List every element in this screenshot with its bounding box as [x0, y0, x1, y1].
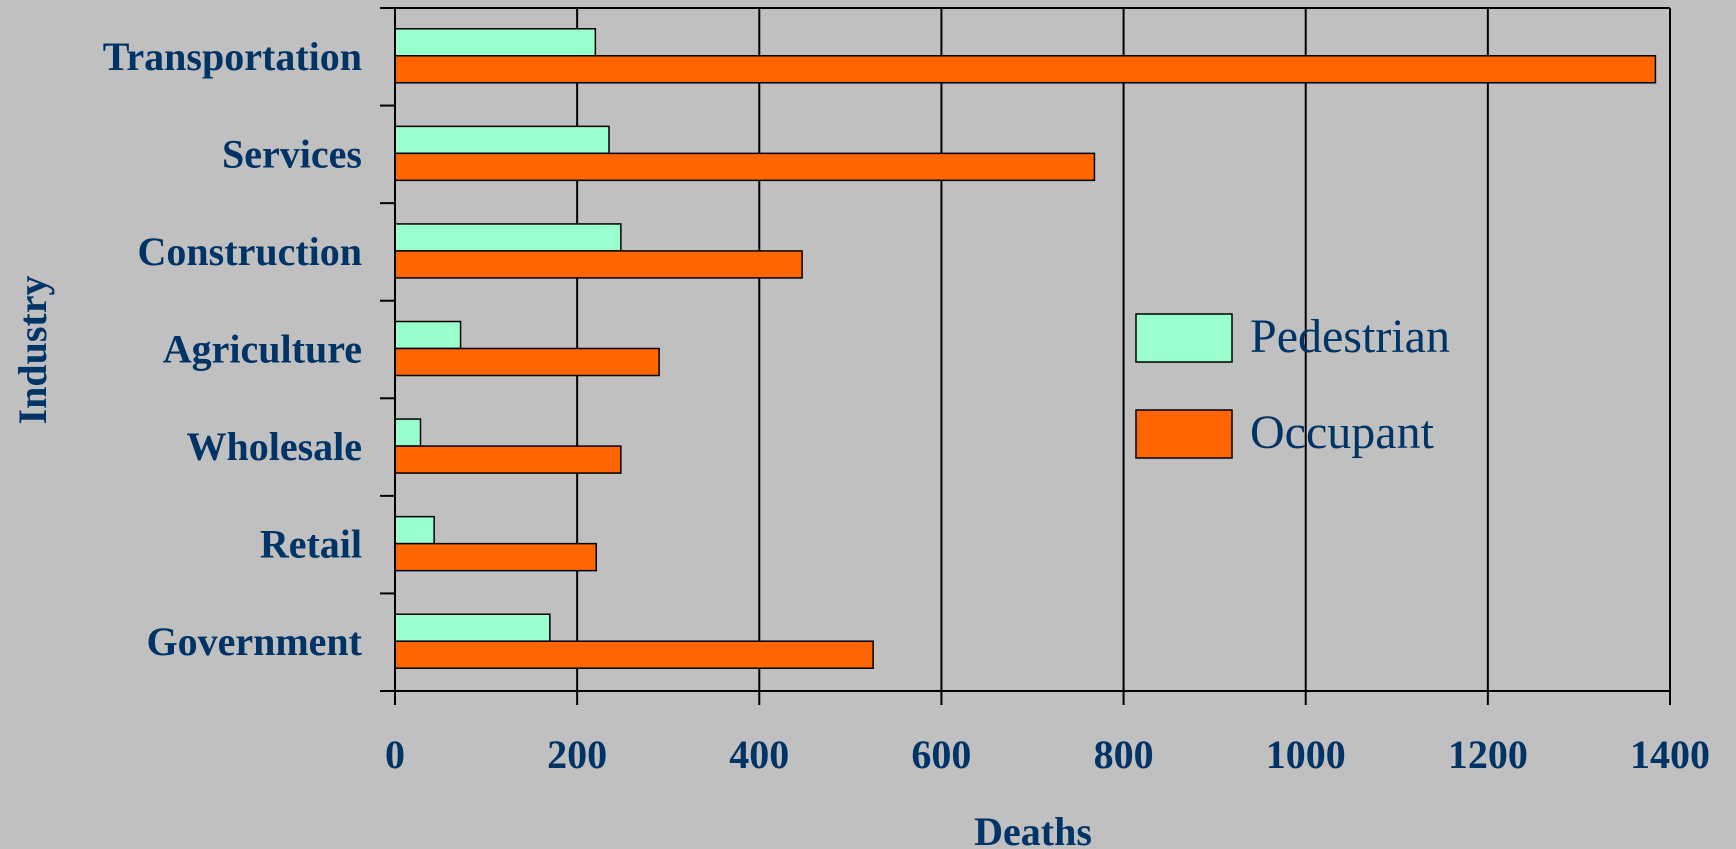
- bars: [394, 28, 1657, 669]
- category-label-agriculture: Agriculture: [163, 327, 362, 372]
- y-axis-title: Industry: [10, 276, 55, 425]
- bar-pedestrian-retail: [394, 515, 435, 545]
- bar-occupant-services: [394, 152, 1096, 182]
- bar-occupant-retail: [394, 542, 598, 572]
- legend-swatch-pedestrian: [1135, 313, 1233, 363]
- category-label-construction: Construction: [138, 229, 362, 274]
- x-tick-label-3: 600: [911, 732, 971, 777]
- bar-occupant-wholesale: [394, 445, 622, 474]
- x-tick-label-5: 1000: [1266, 732, 1346, 777]
- legend-label-occupant: Occupant: [1250, 406, 1435, 459]
- category-label-government: Government: [146, 619, 362, 664]
- bar-occupant-transportation: [394, 55, 1657, 84]
- category-labels: Transportation Services Construction Agricu…: [103, 34, 363, 664]
- bar-occupant-government: [394, 640, 874, 669]
- legend-swatch-occupant: [1135, 409, 1233, 459]
- bar-pedestrian-construction: [394, 223, 622, 252]
- category-label-wholesale: Wholesale: [186, 424, 362, 469]
- x-tick-label-0: 0: [385, 732, 405, 777]
- category-label-retail: Retail: [260, 522, 362, 567]
- x-tick-label-6: 1200: [1448, 732, 1528, 777]
- gridlines: [576, 8, 1671, 691]
- bar-pedestrian-government: [394, 613, 551, 642]
- x-tick-label-7: 1400: [1630, 732, 1710, 777]
- x-axis-title: Deaths: [974, 809, 1092, 849]
- bar-pedestrian-transportation: [394, 28, 597, 57]
- x-tick-label-4: 800: [1094, 732, 1154, 777]
- category-label-transportation: Transportation: [103, 34, 362, 79]
- category-label-services: Services: [222, 131, 362, 176]
- bar-occupant-agriculture: [394, 347, 660, 377]
- tick-labels: 0 200 400 600 800 1000 1200 1400: [385, 732, 1710, 777]
- legend: Pedestrian Occupant: [1135, 310, 1450, 459]
- x-tick-label-2: 400: [729, 732, 789, 777]
- axes: [380, 7, 1671, 705]
- legend-label-pedestrian: Pedestrian: [1250, 310, 1450, 363]
- bar-pedestrian-services: [394, 125, 610, 155]
- bar-pedestrian-wholesale: [394, 418, 422, 447]
- bar-pedestrian-agriculture: [394, 320, 462, 350]
- x-tick-label-1: 200: [547, 732, 607, 777]
- bar-occupant-construction: [394, 250, 803, 279]
